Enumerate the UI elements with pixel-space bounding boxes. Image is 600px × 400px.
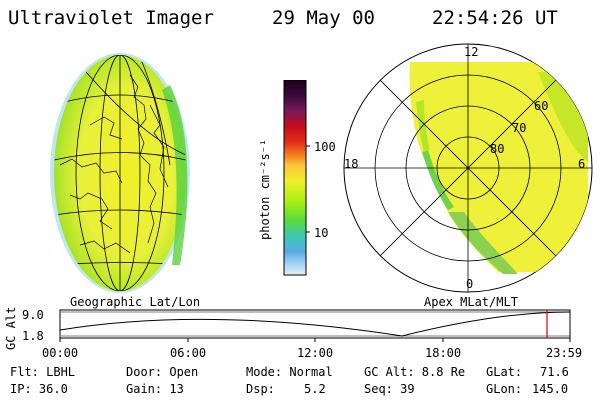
gain-info: Gain: 13	[126, 382, 184, 396]
mlt-label-6: 6	[578, 157, 586, 171]
glat-value: 71.6	[540, 365, 569, 379]
mlt-label-0: 0	[466, 277, 474, 291]
glon-label: GLon:	[486, 382, 523, 396]
left-panel-caption: Geographic Lat/Lon	[70, 295, 201, 309]
mlt-label-18: 18	[344, 157, 359, 171]
door-info: Door: Open	[126, 365, 199, 379]
mode-info: Mode: Normal	[246, 365, 333, 379]
colorbar-unit-label: photon cm⁻²s⁻¹	[258, 138, 272, 240]
timeline-ylabel: GC Alt	[4, 306, 18, 350]
timeline-ytick-bottom: 1.8	[22, 329, 44, 343]
timeline-frame	[59, 309, 571, 339]
geographic-image	[50, 53, 190, 293]
colorbar-tick-10: 10	[314, 226, 329, 240]
ip-info: IP: 36.0	[10, 382, 68, 396]
timeline-xtick-1800: 18:00	[425, 346, 462, 360]
seq-info: Seq: 39	[364, 382, 415, 396]
polar-image	[343, 43, 593, 293]
auroral-oval-limb	[162, 85, 188, 265]
date-label: 29 May 00	[272, 7, 375, 29]
timeline-ytick-top: 9.0	[22, 308, 44, 322]
instrument-title: Ultraviolet Imager	[8, 7, 214, 29]
coastlines	[59, 74, 169, 254]
polar-grid	[344, 44, 592, 292]
orbit-altitude-curve	[59, 311, 571, 337]
mlat-label-60: 60	[534, 99, 549, 113]
time-label: 22:54:26 UT	[432, 7, 558, 29]
timeline-plot	[59, 309, 571, 342]
filter-info: Flt: LBHL	[10, 365, 76, 379]
colorbar-tick-100: 100	[314, 140, 336, 154]
timeline-xtick-0000: 00:00	[42, 346, 79, 360]
glon-value: 145.0	[532, 382, 569, 396]
gc-alt-info: GC Alt: 8.8 Re	[364, 365, 466, 379]
glat-label: GLat:	[486, 365, 523, 379]
timeline-xtick-1200: 12:00	[297, 346, 334, 360]
dsp-label: Dsp:	[246, 382, 275, 396]
timeline-xtick-0600: 06:00	[170, 346, 207, 360]
mlt-label-12: 12	[464, 45, 479, 59]
colorbar	[283, 80, 310, 276]
right-panel-caption: Apex MLat/MLT	[424, 295, 518, 309]
timeline-xtick-2359: 23:59	[546, 346, 583, 360]
mlat-label-80: 80	[490, 142, 505, 156]
mlat-label-70: 70	[512, 121, 527, 135]
dsp-value: 5.2	[304, 382, 326, 396]
